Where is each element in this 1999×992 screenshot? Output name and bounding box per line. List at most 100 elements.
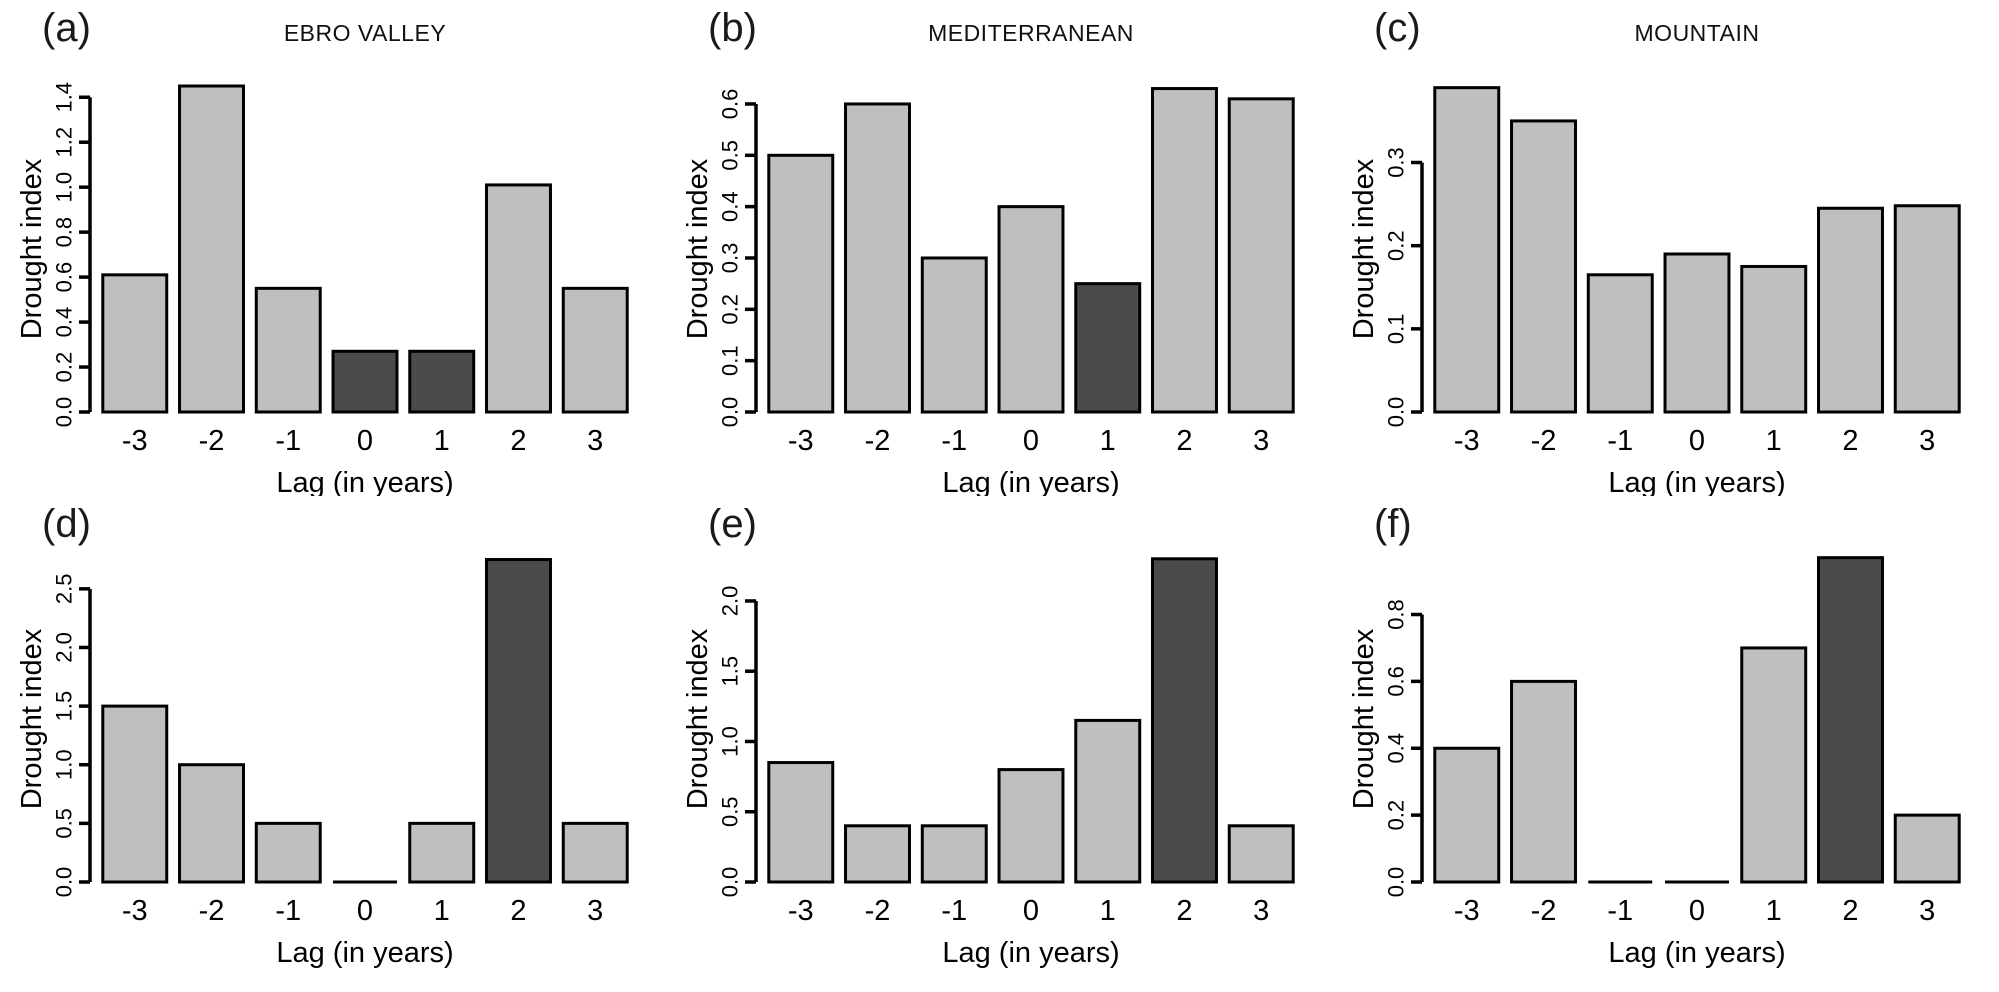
x-tick-label: 2 — [1842, 425, 1858, 457]
panel-f: (f) 0.0 0.2 0.4 0.6 0.8 Drought index -3 -2 -1 0 1… — [1332, 496, 1998, 992]
x-tick-label: 3 — [1919, 895, 1935, 927]
x-tick-label: 0 — [357, 425, 373, 457]
chart-a-ebro-valley: 0.0 0.2 0.4 0.6 0.8 1.0 1.2 1.4 Drought index -3 -… — [16, 82, 629, 496]
x-axis-title: Lag (in years) — [1608, 467, 1785, 496]
x-tick-label: 3 — [1253, 425, 1269, 457]
y-tick-label: 0.3 — [1384, 147, 1409, 178]
y-axis-title: Drought index — [16, 158, 48, 339]
x-tick-label: 0 — [1023, 895, 1039, 927]
x-tick-label: -1 — [941, 895, 967, 927]
panel-label-f: (f) — [1374, 502, 1412, 546]
bar-lag--1 — [1586, 273, 1654, 414]
panel-d: (d) 0.0 0.5 1.0 1.5 2.0 2.5 Drought index -3 -2 -… — [0, 496, 666, 992]
x-tick-label: 3 — [1253, 895, 1269, 927]
panel-label-d: (d) — [42, 502, 91, 546]
y-tick-label: 0.1 — [1384, 314, 1409, 345]
x-tick-label: -3 — [122, 895, 148, 927]
panel-e: (e) 0.0 0.5 1.0 1.5 2.0 Drought index -3 -2 -1 0 1… — [666, 496, 1332, 992]
y-tick-label: 0.2 — [1384, 800, 1409, 831]
bar-lag-0 — [331, 349, 399, 414]
y-tick-label: 0.8 — [1384, 599, 1409, 630]
bar-lag--2 — [1510, 679, 1577, 884]
y-tick-label: 1.5 — [52, 691, 77, 722]
y-tick-label: 0.2 — [1384, 230, 1409, 261]
bar-lag-0 — [997, 768, 1065, 884]
bar-lag--2 — [844, 824, 911, 884]
y-tick-label: 0.6 — [718, 89, 743, 120]
panel-title-mediterranean: MEDITERRANEAN — [928, 20, 1134, 46]
x-tick-label: -1 — [941, 425, 967, 457]
bar-lag--2 — [844, 102, 911, 414]
chart-b-mediterranean: 0.0 0.1 0.2 0.3 0.4 0.5 0.6 Drought index -3 -2 -1… — [682, 87, 1295, 496]
bar-lag--3 — [767, 761, 835, 884]
bar-lag--3 — [101, 704, 169, 884]
y-tick-label: 1.5 — [718, 656, 743, 687]
figure-row-top: (a) EBRO VALLEY 0.0 0.2 0.4 0.6 0.8 1.0 1.2 1.4… — [0, 0, 1998, 496]
x-tick-label: -1 — [275, 895, 301, 927]
y-axis-title: Drought index — [16, 628, 48, 809]
x-tick-label: 3 — [587, 425, 603, 457]
y-axis-title: Drought index — [1348, 628, 1380, 809]
bar-lag-3 — [1227, 824, 1295, 884]
y-tick-label: 0.1 — [718, 345, 743, 376]
y-tick-label: 2.0 — [718, 586, 743, 617]
x-tick-label: 2 — [1842, 895, 1858, 927]
x-tick-label: 1 — [434, 425, 450, 457]
panel-label-c: (c) — [1374, 6, 1421, 50]
x-tick-label: 1 — [434, 895, 450, 927]
bar-lag-2 — [1817, 206, 1884, 414]
bar-lag-0 — [997, 205, 1065, 414]
panel-label-e: (e) — [708, 502, 757, 546]
x-tick-label: 2 — [510, 425, 526, 457]
bar-lag--2 — [1510, 119, 1577, 414]
x-tick-label: -1 — [1607, 425, 1633, 457]
bar-lag-3 — [561, 821, 629, 884]
panel-b: (b) MEDITERRANEAN 0.0 0.1 0.2 0.3 0.4 0.5 0.6 D… — [666, 0, 1332, 496]
bar-lag-1 — [408, 349, 476, 414]
panel-c: (c) MOUNTAIN 0.0 0.1 0.2 0.3 Drought index -3… — [1332, 0, 1998, 496]
x-tick-label: -3 — [788, 895, 814, 927]
x-tick-label: -1 — [275, 425, 301, 457]
y-axis-title: Drought index — [682, 158, 714, 339]
y-tick-label: 0.2 — [52, 352, 77, 383]
bar-lag-1 — [1740, 646, 1808, 884]
y-tick-label: 0.2 — [718, 294, 743, 325]
bar-lag-1 — [1074, 718, 1142, 884]
x-axis-title: Lag (in years) — [942, 467, 1119, 496]
x-tick-label: -2 — [1531, 895, 1557, 927]
x-tick-label: 0 — [1689, 425, 1705, 457]
bar-lag--3 — [767, 153, 835, 414]
y-tick-label: 0.0 — [1384, 397, 1409, 428]
figure-row-bottom: (d) 0.0 0.5 1.0 1.5 2.0 2.5 Drought index -3 -2-… — [0, 496, 1998, 992]
y-tick-label: 0.8 — [52, 217, 77, 248]
y-tick-label: 0.5 — [718, 796, 743, 827]
x-tick-label: -2 — [1531, 425, 1557, 457]
x-tick-label: 0 — [357, 895, 373, 927]
x-tick-label: 2 — [510, 895, 526, 927]
x-tick-label: -2 — [199, 425, 225, 457]
panel-label-b: (b) — [708, 6, 757, 50]
y-tick-label: 1.0 — [52, 172, 77, 203]
bar-lag-2 — [485, 558, 552, 884]
x-tick-label: 0 — [1689, 895, 1705, 927]
y-tick-label: 0.5 — [718, 140, 743, 171]
y-tick-label: 2.5 — [52, 574, 77, 605]
bar-lag-2 — [485, 183, 552, 414]
x-tick-label: 3 — [587, 895, 603, 927]
y-tick-label: 1.2 — [52, 127, 77, 158]
y-tick-label: 0.4 — [52, 307, 77, 338]
bar-lag-3 — [1227, 97, 1295, 414]
bar-lag-3 — [1893, 204, 1961, 414]
y-tick-label: 1.0 — [718, 726, 743, 757]
x-tick-label: 0 — [1023, 425, 1039, 457]
bar-lag-2 — [1151, 87, 1218, 414]
y-tick-label: 0.5 — [52, 808, 77, 839]
x-tick-label: 2 — [1176, 895, 1192, 927]
y-tick-label: 0.3 — [718, 243, 743, 274]
bar-lag--1 — [920, 824, 988, 884]
bar-lag-0 — [1663, 252, 1731, 414]
